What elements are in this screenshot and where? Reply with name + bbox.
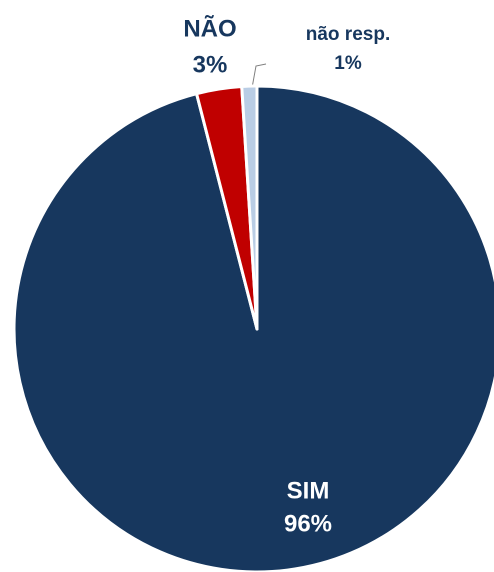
pie-slice bbox=[240, 84, 259, 331]
pie-slice bbox=[12, 84, 494, 572]
leader-line bbox=[251, 63, 267, 89]
slice-value-label: 1% bbox=[334, 53, 362, 74]
slice-value-label: 3% bbox=[193, 51, 228, 78]
slice-label: SIM bbox=[287, 477, 330, 504]
slice-label: não resp. bbox=[306, 24, 390, 45]
slice-label: NÃO bbox=[183, 14, 236, 42]
slice-value-label: 96% bbox=[284, 510, 332, 537]
